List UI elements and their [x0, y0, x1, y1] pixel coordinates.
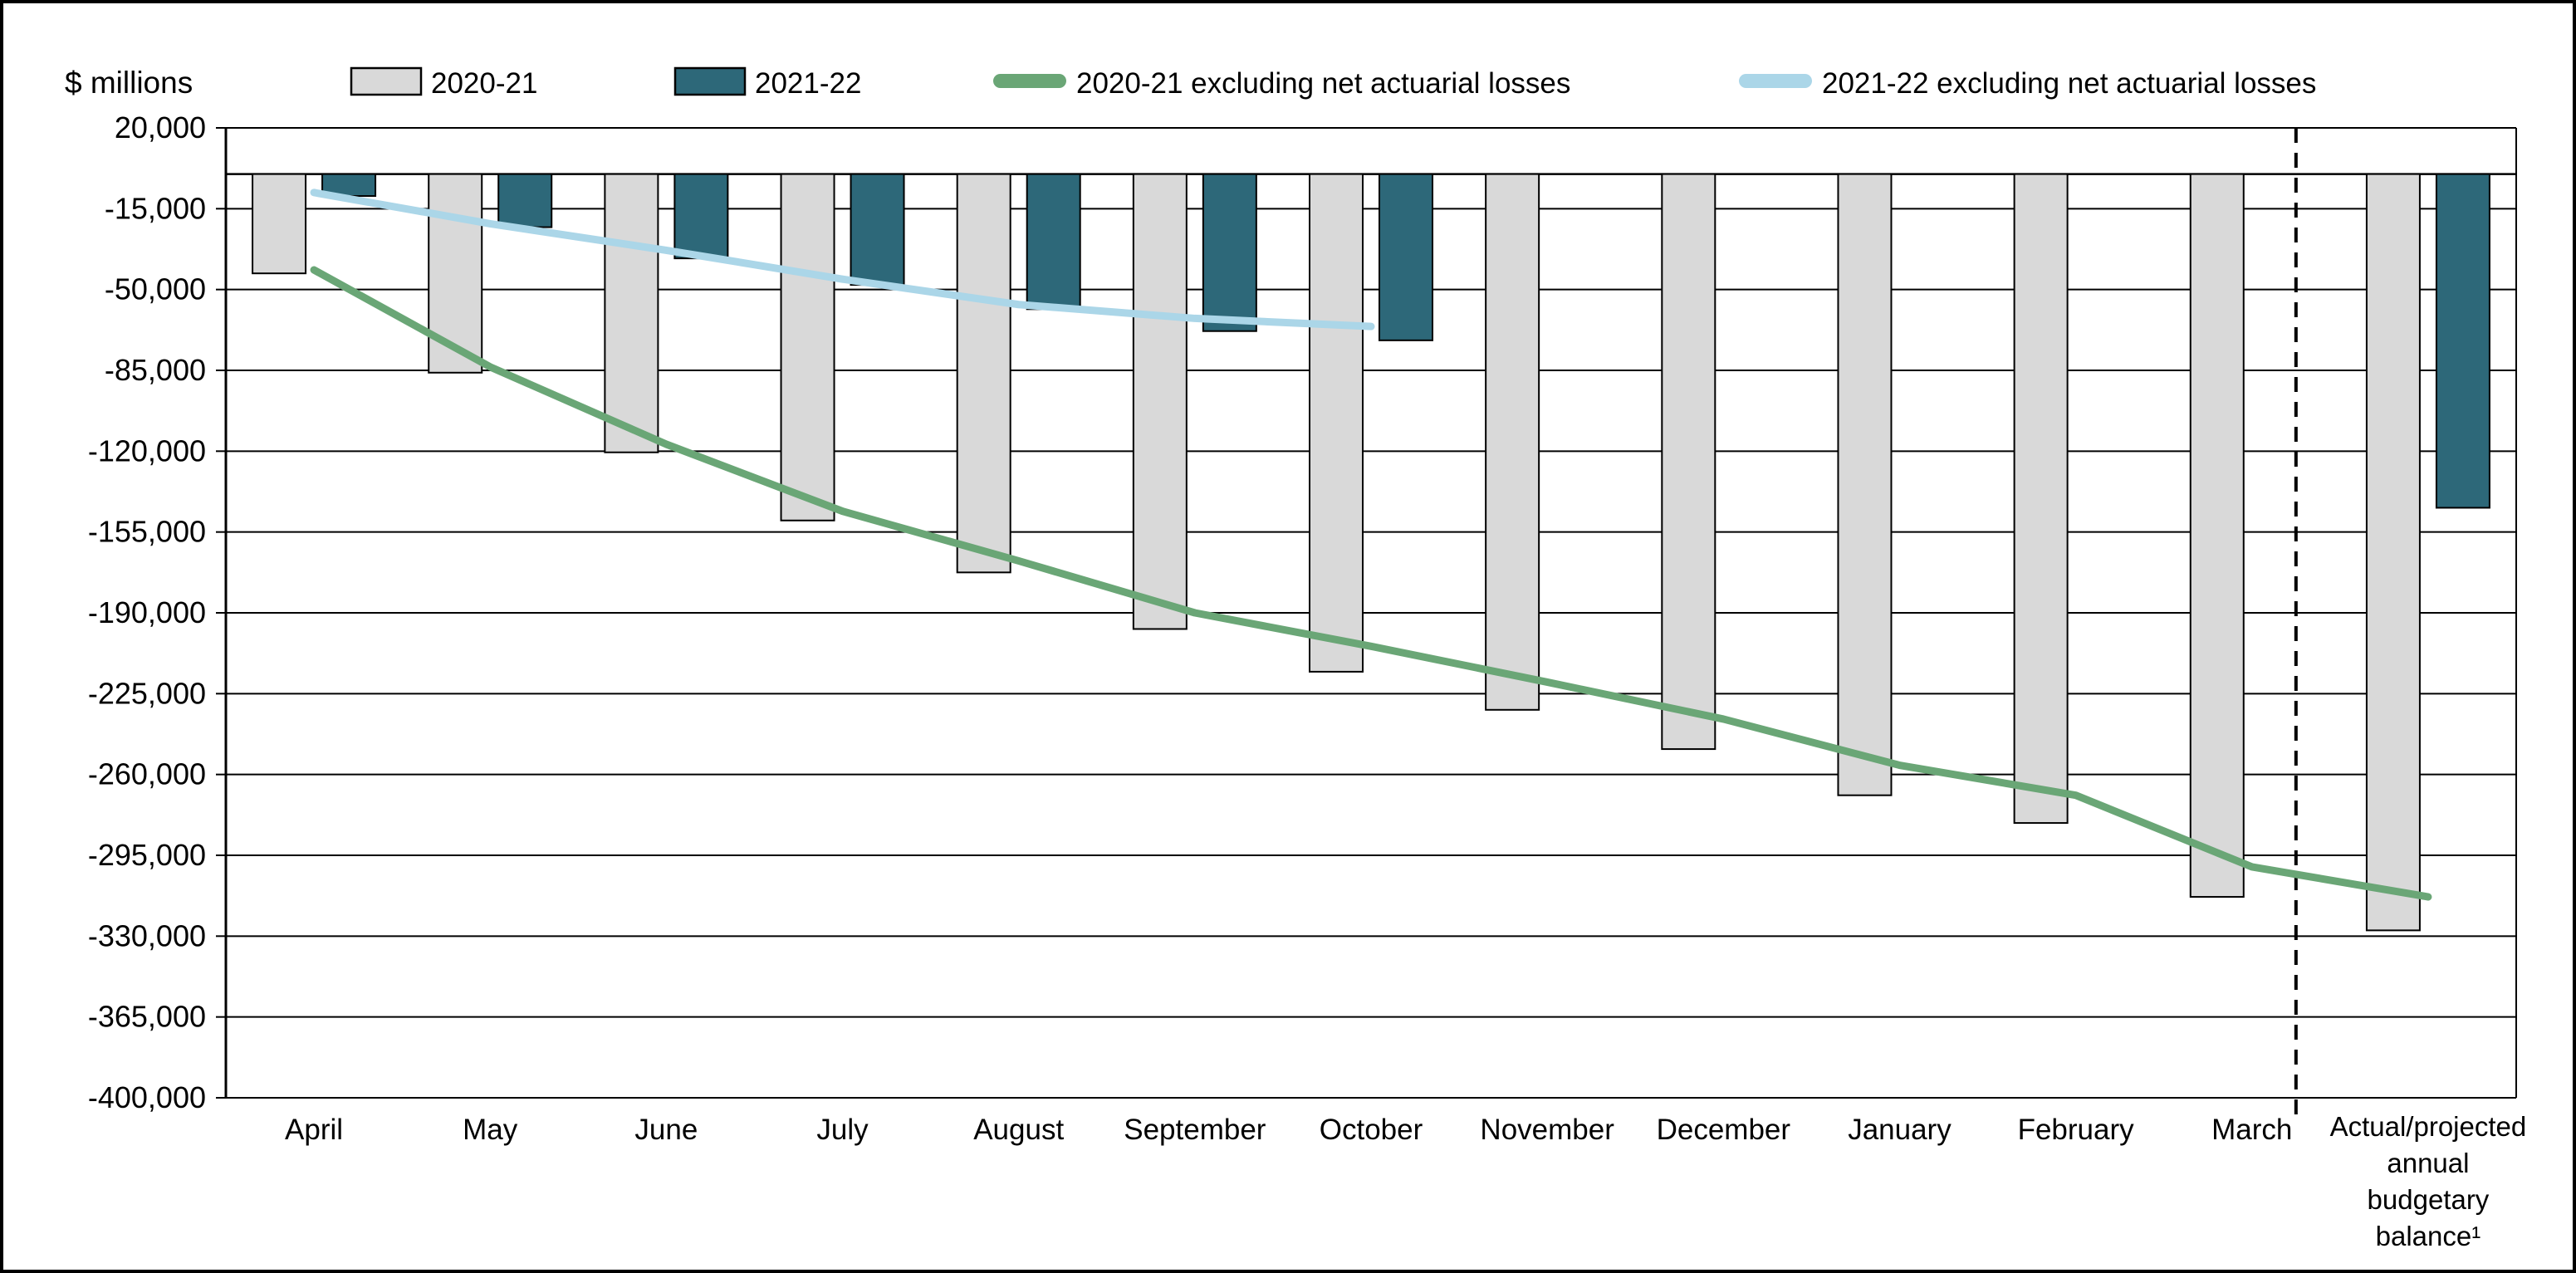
legend-label: 2020-21	[431, 67, 537, 100]
legend: 2020-21 2021-22 2020-21 excluding net actu…	[350, 66, 2316, 100]
y-tick-label: -330,000	[88, 918, 206, 952]
bar-2021-22-may	[497, 173, 553, 228]
y-tick-label: -85,000	[105, 353, 206, 387]
x-tick-label-line: balance¹	[2376, 1221, 2481, 1251]
legend-swatch-line-icon	[1739, 74, 1812, 88]
bar-2020-21-january	[1837, 173, 1893, 796]
legend-item-2020-21-excluding-net-actuarial-losses: 2020-21 excluding net actuarial losses	[993, 67, 1570, 100]
x-tick-label-october: October	[1320, 1114, 1423, 1146]
x-tick-label-march: March	[2211, 1114, 2292, 1146]
x-tick-label-july: July	[816, 1114, 869, 1146]
bar-2021-22-october	[1379, 173, 1433, 341]
bar-2020-21-november	[1485, 173, 1540, 711]
legend-item-2021-22: 2021-22	[673, 66, 861, 100]
x-tick-label-september: September	[1124, 1114, 1266, 1146]
bar-2020-21-july	[780, 173, 835, 521]
bar-2020-21-december	[1661, 173, 1717, 751]
y-tick-label: -400,000	[88, 1080, 206, 1114]
x-tick-label-february: February	[2018, 1114, 2135, 1146]
x-tick-label-actual-projected-annual-budgetary-balance: Actual/projected annual budgetary balance¹	[2330, 1111, 2527, 1251]
bars-2020-21	[252, 173, 2421, 932]
y-tick-label: -120,000	[88, 433, 206, 468]
x-axis-labels: April May June July August September October No…	[285, 1111, 2526, 1251]
legend-swatch-bar-icon	[350, 66, 423, 96]
x-tick-label-january: January	[1848, 1114, 1952, 1146]
y-tick-label: -260,000	[88, 757, 206, 791]
legend-swatch-line-icon	[993, 74, 1066, 88]
x-tick-label-april: April	[285, 1114, 343, 1146]
line-2021-22-excluding-net-actuarial-losses	[310, 189, 1375, 330]
bar-2021-22-september	[1202, 173, 1257, 332]
bar-2021-22-actual-projected-annual-budgetary-balance	[2435, 173, 2490, 509]
bar-2021-22-august	[1026, 173, 1081, 311]
y-tick-label: -155,000	[88, 515, 206, 549]
line-2020-21-excluding-net-actuarial-losses	[310, 266, 2432, 901]
plot-frame	[224, 128, 2517, 1098]
bar-2020-21-october	[1309, 173, 1364, 673]
bar-2021-22-july	[850, 173, 905, 286]
bar-2020-21-march	[2189, 173, 2245, 898]
bar-2020-21-may	[428, 173, 483, 374]
legend-item-2021-22-excluding-net-actuarial-losses: 2021-22 excluding net actuarial losses	[1739, 67, 2316, 100]
legend-swatch-bar-icon	[673, 66, 747, 96]
y-tick-label: -50,000	[105, 272, 206, 306]
x-tick-label-december: December	[1657, 1114, 1791, 1146]
legend-item-2020-21: 2020-21	[350, 66, 537, 100]
y-axis-unit-label: $ millions	[65, 66, 193, 100]
y-tick-label: -295,000	[88, 838, 206, 872]
y-tick-label: -365,000	[88, 1000, 206, 1034]
y-tick-label: -15,000	[105, 191, 206, 225]
bars-2021-22	[321, 173, 2490, 509]
x-tick-label-line: Actual/projected	[2330, 1111, 2527, 1142]
y-tick-label: -190,000	[88, 595, 206, 629]
x-tick-label-november: November	[1480, 1114, 1614, 1146]
bar-2021-22-june	[673, 173, 729, 260]
x-tick-label-line: annual	[2387, 1148, 2469, 1178]
bar-2020-21-september	[1132, 173, 1188, 630]
x-tick-label-june: June	[634, 1114, 698, 1146]
y-axis-tick-labels: 20,000 -15,000 -50,000 -85,000 -120,000 -155,…	[88, 110, 206, 1114]
y-tick-label: -225,000	[88, 676, 206, 710]
bar-2020-21-february	[2013, 173, 2069, 825]
gridlines	[216, 127, 2516, 1099]
bar-2020-21-august	[956, 173, 1011, 574]
legend-label: 2020-21 excluding net actuarial losses	[1076, 67, 1570, 100]
x-tick-label-august: August	[973, 1114, 1064, 1146]
bar-2020-21-actual-projected-annual-budgetary-balance	[2365, 173, 2421, 932]
y-tick-label: 20,000	[115, 110, 206, 144]
legend-label: 2021-22	[755, 67, 861, 100]
bar-2020-21-april	[252, 173, 307, 275]
x-tick-label-line: budgetary	[2368, 1184, 2490, 1215]
legend-label: 2021-22 excluding net actuarial losses	[1822, 67, 2316, 100]
x-tick-label-may: May	[463, 1114, 518, 1146]
bar-2020-21-june	[604, 173, 659, 453]
